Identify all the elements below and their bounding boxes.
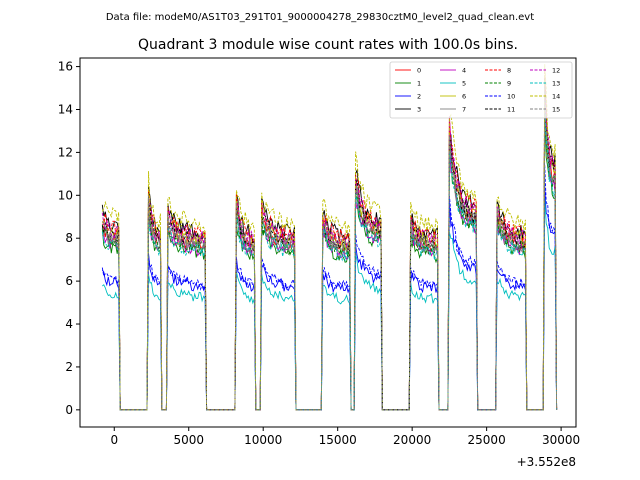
- y-tick-label: 4: [65, 317, 73, 331]
- x-tick-label: 10000: [244, 433, 282, 447]
- x-tick-label: 15000: [319, 433, 357, 447]
- y-tick-label: 0: [65, 403, 73, 417]
- x-offset-label: +3.552e8: [517, 455, 576, 469]
- x-tick-label: 0: [110, 433, 118, 447]
- x-axis: 0 5000 10000 15000 20000 25000 30000: [110, 427, 580, 447]
- series-lines: [101, 64, 558, 411]
- x-tick-label: 25000: [468, 433, 506, 447]
- series-line-15: [101, 85, 558, 411]
- legend-frame: [389, 61, 573, 119]
- x-tick-label: 20000: [393, 433, 431, 447]
- legend-label-13: 13: [552, 80, 560, 88]
- series-line-13: [101, 112, 558, 411]
- legend-label-9: 9: [507, 80, 511, 88]
- legend-label-1: 1: [417, 80, 421, 88]
- y-tick-label: 12: [58, 145, 73, 159]
- chart-suptitle: Data file: modeM0/AS1T03_291T01_90000042…: [106, 12, 534, 23]
- legend-label-10: 10: [507, 93, 515, 101]
- legend-label-4: 4: [462, 67, 466, 75]
- y-tick-label: 10: [58, 188, 73, 202]
- legend-label-5: 5: [462, 80, 466, 88]
- legend-label-0: 0: [417, 67, 421, 75]
- legend-label-12: 12: [552, 67, 560, 75]
- y-tick-label: 2: [65, 360, 73, 374]
- series-line-10: [101, 164, 558, 411]
- legend-label-11: 11: [507, 106, 515, 114]
- x-tick-label: 30000: [542, 433, 580, 447]
- y-tick-label: 16: [58, 60, 73, 74]
- chart-title: Quadrant 3 module wise count rates with …: [138, 37, 518, 53]
- y-tick-label: 6: [65, 274, 73, 288]
- y-tick-label: 14: [58, 102, 73, 116]
- legend-label-7: 7: [462, 106, 466, 114]
- legend-label-8: 8: [507, 67, 511, 75]
- legend-label-14: 14: [552, 93, 560, 101]
- plot-frame: [79, 57, 577, 428]
- legend-label-2: 2: [417, 93, 421, 101]
- legend-label-3: 3: [417, 106, 421, 114]
- legend-label-15: 15: [552, 106, 560, 114]
- y-tick-label: 8: [65, 231, 73, 245]
- legend-label-6: 6: [462, 93, 466, 101]
- y-axis: 0 2 4 6 8 10 12 14 16: [58, 60, 80, 417]
- x-tick-label: 5000: [173, 433, 204, 447]
